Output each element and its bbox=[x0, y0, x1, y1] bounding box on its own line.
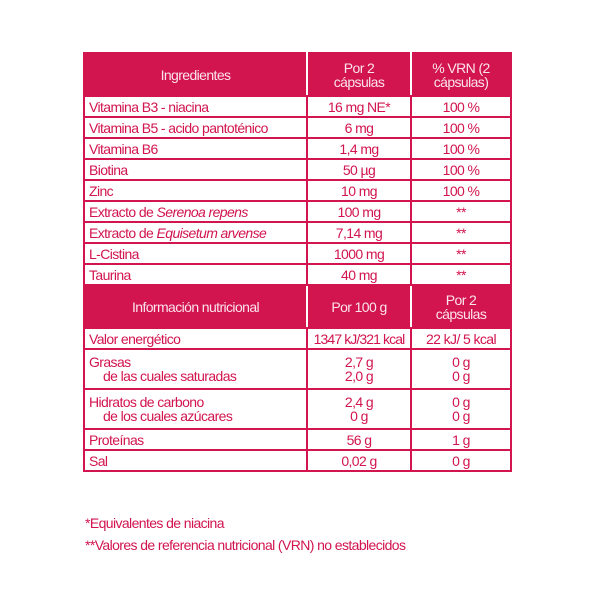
header-text: Por 2 cápsulas bbox=[435, 291, 487, 322]
row-label: Proteínas bbox=[83, 428, 308, 451]
ingredient-amount: 40 mg bbox=[306, 263, 412, 286]
row-per2: 0 g bbox=[452, 354, 470, 370]
ingredient-amount: 6 mg bbox=[306, 116, 412, 139]
header-por-2-capsulas: Por 2 cápsulas bbox=[410, 284, 512, 329]
ingredient-amount: 10 mg bbox=[306, 179, 412, 202]
table-row-grasas: Grasas de las cuales saturadas 2,7 g 2,0 g… bbox=[83, 348, 512, 390]
ingredient-name: L-Cistina bbox=[83, 242, 308, 265]
ingredient-name-text: Zinc bbox=[89, 182, 114, 199]
ingredient-name-text: L-Cistina bbox=[89, 245, 139, 262]
header-ingredientes: Ingredientes bbox=[83, 52, 308, 97]
ingredient-name-italic: Serenoa repens bbox=[156, 203, 249, 220]
ingredient-name-text: Vitamina B5 - acido pantoténico bbox=[89, 119, 268, 136]
table-row: Vitamina B5 - acido pantoténico 6 mg 100 % bbox=[83, 116, 512, 139]
nutrition-table: Ingredientes Por 2 cápsulas % VRN (2 cáp… bbox=[83, 52, 512, 472]
ingredient-name-italic: Equisetum arvense bbox=[156, 224, 267, 241]
row-label: Valor energético bbox=[83, 327, 308, 350]
row-label: Sal bbox=[83, 449, 308, 472]
ingredient-name: Vitamina B6 bbox=[83, 137, 308, 160]
table-row: Vitamina B3 - niacina 16 mg NE* 100 % bbox=[83, 95, 512, 118]
row-label: Hidratos de carbono bbox=[89, 394, 204, 410]
ingredient-amount: 7,14 mg bbox=[306, 221, 412, 244]
table-row: L-Cistina 1000 mg ** bbox=[83, 242, 512, 265]
row-per100: 56 g bbox=[306, 428, 412, 451]
row-per2-sub: 0 g bbox=[452, 368, 470, 384]
row-per2: 22 kJ/ 5 kcal bbox=[410, 327, 512, 350]
header-vrn: % VRN (2 cápsulas) bbox=[410, 52, 512, 97]
table-row: Extracto de Serenoa repens 100 mg ** bbox=[83, 200, 512, 223]
table-row: Zinc 10 mg 100 % bbox=[83, 179, 512, 202]
ingredient-vrn: ** bbox=[410, 200, 512, 223]
ingredient-amount: 100 mg bbox=[306, 200, 412, 223]
ingredient-name: Extracto de Equisetum arvense bbox=[83, 221, 308, 244]
ingredient-vrn: 100 % bbox=[410, 137, 512, 160]
table-row: Vitamina B6 1,4 mg 100 % bbox=[83, 137, 512, 160]
ingredient-amount: 50 µg bbox=[306, 158, 412, 181]
ingredient-name-text: Vitamina B6 bbox=[89, 140, 158, 157]
footnote-vrn: **Valores de referencia nutricional (VRN… bbox=[85, 537, 406, 553]
row-per100: 2,4 g bbox=[344, 394, 374, 410]
header-por-2-capsulas: Por 2 cápsulas bbox=[306, 52, 412, 97]
header-text: Por 2 cápsulas bbox=[333, 59, 385, 90]
ingredient-name-text: Taurina bbox=[89, 266, 131, 283]
table-row: Extracto de Equisetum arvense 7,14 mg ** bbox=[83, 221, 512, 244]
ingredient-vrn: ** bbox=[410, 263, 512, 286]
ingredient-name: Extracto de Serenoa repens bbox=[83, 200, 308, 223]
row-per100: 1347 kJ/321 kcal bbox=[306, 327, 412, 350]
ingredient-name-text: Extracto de bbox=[89, 224, 157, 241]
ingredient-name: Taurina bbox=[83, 263, 308, 286]
row-per100: 2,7 g bbox=[344, 354, 374, 370]
row-per2-sub: 0 g bbox=[452, 408, 470, 424]
row-sublabel: de los cuales azúcares bbox=[103, 408, 233, 424]
nutrition-header-row: Información nutricional Por 100 g Por 2 … bbox=[83, 284, 512, 329]
table-row: Biotina 50 µg 100 % bbox=[83, 158, 512, 181]
row-per2: 0 g bbox=[410, 449, 512, 472]
header-informacion-nutricional: Información nutricional bbox=[83, 284, 308, 329]
ingredient-name: Biotina bbox=[83, 158, 308, 181]
ingredient-name: Zinc bbox=[83, 179, 308, 202]
ingredient-amount: 1000 mg bbox=[306, 242, 412, 265]
header-por-100g: Por 100 g bbox=[306, 284, 412, 329]
ingredients-header-row: Ingredientes Por 2 cápsulas % VRN (2 cáp… bbox=[83, 52, 512, 97]
row-per2: 0 g bbox=[452, 394, 470, 410]
ingredient-vrn: ** bbox=[410, 242, 512, 265]
ingredient-name: Vitamina B5 - acido pantoténico bbox=[83, 116, 308, 139]
ingredient-vrn: 100 % bbox=[410, 95, 512, 118]
ingredient-amount: 16 mg NE* bbox=[306, 95, 412, 118]
row-sublabel: de las cuales saturadas bbox=[103, 368, 237, 384]
row-per100: 0,02 g bbox=[306, 449, 412, 472]
ingredient-vrn: 100 % bbox=[410, 116, 512, 139]
table-row-sal: Sal 0,02 g 0 g bbox=[83, 449, 512, 472]
ingredient-vrn: 100 % bbox=[410, 179, 512, 202]
ingredient-name: Vitamina B3 - niacina bbox=[83, 95, 308, 118]
ingredient-name-text: Extracto de bbox=[89, 203, 157, 220]
ingredient-vrn: ** bbox=[410, 221, 512, 244]
table-row-valor-energetico: Valor energético 1347 kJ/321 kcal 22 kJ/… bbox=[83, 327, 512, 350]
table-row-hidratos: Hidratos de carbono de los cuales azúcare… bbox=[83, 388, 512, 430]
table-row: Taurina 40 mg ** bbox=[83, 263, 512, 286]
row-per100-sub: 2,0 g bbox=[344, 368, 374, 384]
ingredient-amount: 1,4 mg bbox=[306, 137, 412, 160]
row-per100-sub: 0 g bbox=[350, 408, 368, 424]
footnote-niacina: *Equivalentes de niacina bbox=[85, 515, 225, 531]
ingredient-name-text: Vitamina B3 - niacina bbox=[89, 98, 209, 115]
ingredient-name-text: Biotina bbox=[89, 161, 128, 178]
table-row-proteinas: Proteínas 56 g 1 g bbox=[83, 428, 512, 451]
row-per2: 1 g bbox=[410, 428, 512, 451]
ingredient-vrn: 100 % bbox=[410, 158, 512, 181]
header-text: % VRN (2 cápsulas) bbox=[432, 59, 490, 90]
row-label: Grasas bbox=[89, 354, 131, 370]
